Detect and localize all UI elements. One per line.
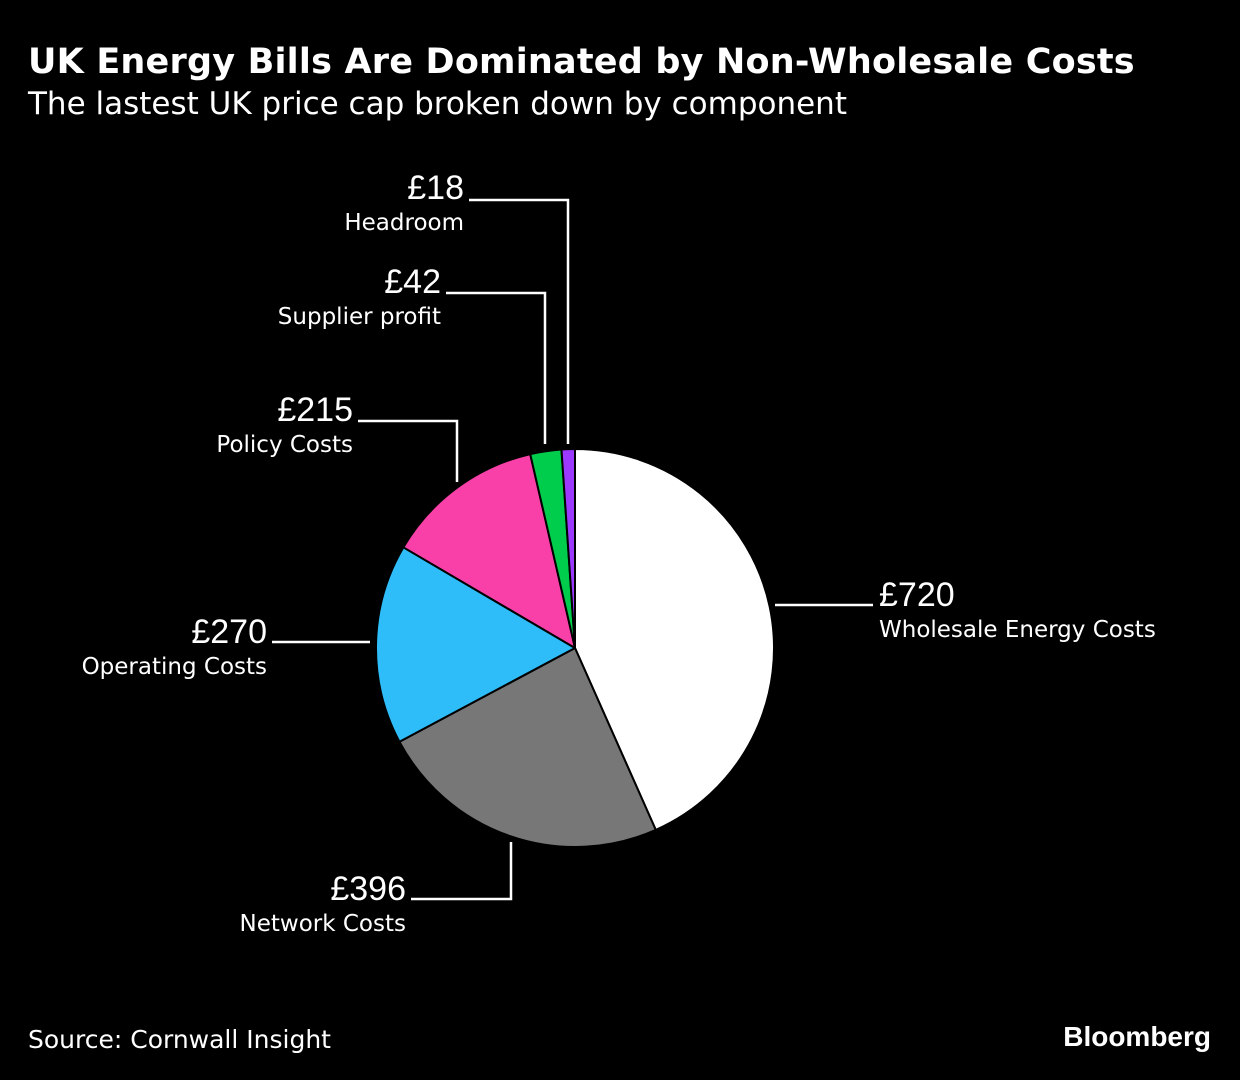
leader-lines <box>272 198 873 901</box>
chart-subtitle: The lastest UK price cap broken down by … <box>28 86 847 122</box>
category-label-policy: Policy Costs <box>216 432 353 458</box>
bloomberg-logo: Bloomberg <box>1063 1021 1211 1052</box>
value-label-operating: £270 <box>191 613 267 651</box>
pie-slice-network <box>398 647 657 848</box>
category-label-wholesale: Wholesale Energy Costs <box>879 617 1156 643</box>
pie-slice-operating <box>375 546 576 743</box>
category-label-profit: Supplier profit <box>278 304 441 330</box>
category-label-operating: Operating Costs <box>82 654 267 680</box>
slice-labels: £720 Wholesale Energy Costs £396 Network Co… <box>82 169 1156 937</box>
value-label-policy: £215 <box>277 391 353 429</box>
source-note: Source: Cornwall Insight <box>28 1025 331 1054</box>
leader-line-policy <box>358 419 459 482</box>
category-label-network: Network Costs <box>240 911 406 937</box>
category-label-headroom: Headroom <box>344 210 464 236</box>
chart-title: UK Energy Bills Are Dominated by Non-Who… <box>28 42 1135 82</box>
value-label-wholesale: £720 <box>879 576 955 614</box>
leader-line-network <box>411 842 513 901</box>
value-label-profit: £42 <box>384 263 441 301</box>
value-label-headroom: £18 <box>407 169 464 207</box>
pie-slices <box>375 447 776 848</box>
pie-slice-wholesale <box>574 448 776 831</box>
pie-slice-policy <box>402 453 576 649</box>
pie-slice-headroom <box>560 447 576 649</box>
leader-line-profit <box>446 291 547 444</box>
leader-line-headroom <box>469 198 570 444</box>
value-label-network: £396 <box>330 870 406 908</box>
